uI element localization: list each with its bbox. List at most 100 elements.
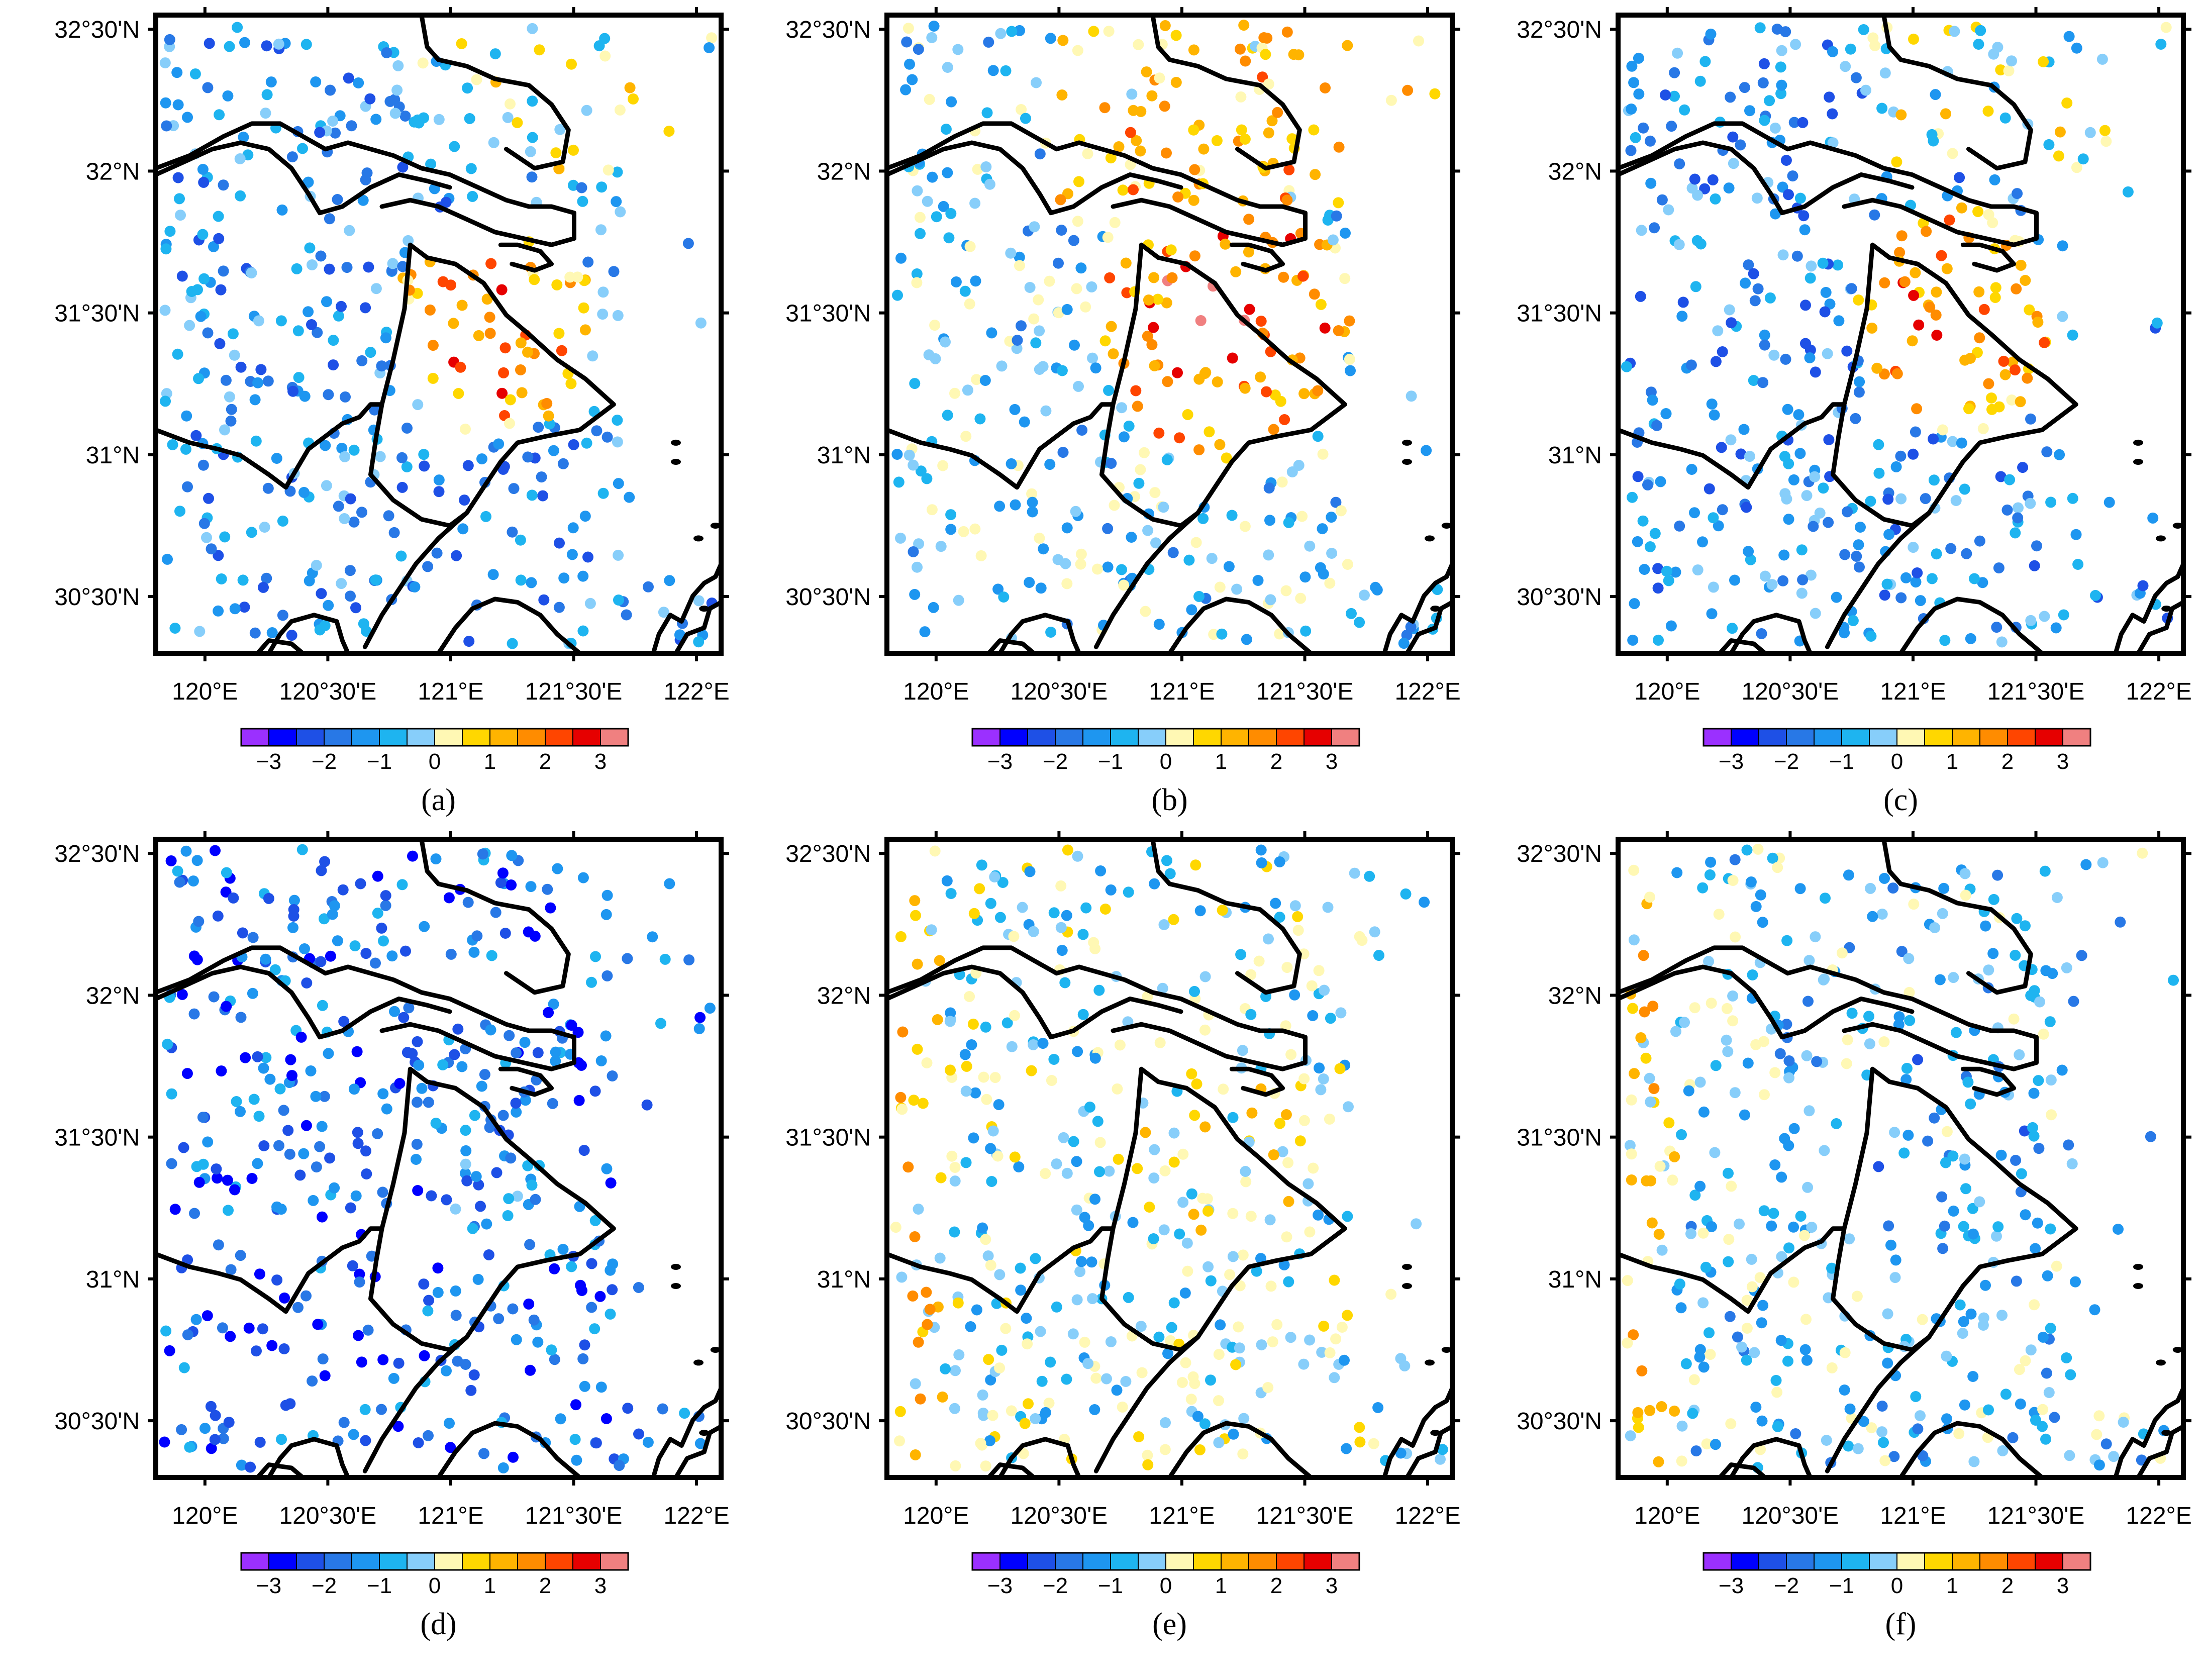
station-dot: [1413, 35, 1424, 47]
station-dot: [1958, 1221, 1969, 1232]
station-dot: [1071, 1294, 1083, 1306]
station-dot: [1931, 286, 1942, 298]
station-dot: [348, 1429, 359, 1440]
station-dot: [398, 1012, 410, 1023]
station-dot: [1882, 1357, 1893, 1369]
station-dot: [565, 378, 577, 389]
station-dot: [1213, 1395, 1224, 1407]
station-dot: [1818, 482, 1829, 494]
station-dot: [1710, 1439, 1721, 1450]
colorbar-segment: [1731, 1552, 1759, 1570]
station-dot: [1721, 1003, 1733, 1014]
station-dot: [1191, 1078, 1203, 1090]
station-dot: [412, 1036, 423, 1047]
station-dot: [945, 888, 957, 899]
station-dot: [2099, 125, 2111, 136]
station-dot: [180, 443, 191, 455]
station-dot: [2032, 1217, 2043, 1229]
station-dot: [1009, 1010, 1020, 1021]
station-dot: [1937, 908, 1948, 919]
station-dot: [554, 537, 565, 549]
station-dot: [1950, 1027, 1962, 1038]
station-dot: [1014, 251, 1025, 263]
station-dot: [1791, 250, 1803, 262]
station-dot: [1307, 1010, 1319, 1021]
station-dot: [1730, 931, 1741, 943]
station-dot: [1057, 447, 1069, 458]
station-dot: [1757, 1300, 1769, 1311]
lat-tick-label: 32°N: [817, 982, 871, 1009]
station-dot: [1075, 558, 1086, 570]
station-dot: [254, 1268, 265, 1280]
station-dot: [1627, 1003, 1639, 1014]
station-dot: [300, 1290, 312, 1302]
lon-tick-label: 120°E: [1634, 1503, 1700, 1529]
station-dot: [378, 935, 389, 947]
station-dot: [312, 1319, 324, 1330]
station-dot: [1211, 135, 1223, 146]
station-dot: [1824, 91, 1835, 103]
station-dot: [308, 1195, 319, 1206]
station-dot: [1926, 573, 1938, 584]
station-dot: [1697, 882, 1709, 894]
station-dot: [907, 1290, 919, 1302]
boundary-line: [673, 600, 724, 656]
station-dot: [299, 943, 310, 954]
station-dot: [417, 57, 429, 69]
station-dot: [558, 572, 570, 584]
station-dot: [1117, 184, 1129, 196]
station-dot: [599, 50, 611, 62]
station-dot: [178, 1142, 189, 1153]
station-dot: [934, 955, 945, 966]
station-dot: [1908, 289, 1920, 301]
station-dot: [1073, 176, 1084, 187]
station-dot: [1298, 1358, 1310, 1370]
station-dots: [1621, 22, 2173, 648]
colorbar-segment: [489, 728, 518, 746]
station-dot: [961, 1060, 972, 1072]
station-dot: [1754, 22, 1766, 34]
station-dot: [2067, 492, 2078, 504]
station-dot: [971, 1304, 982, 1316]
boundary-line: [362, 1335, 469, 1473]
station-dot: [977, 1222, 988, 1234]
station-dot: [1349, 867, 1360, 879]
station-dot: [1962, 1076, 1974, 1088]
station-dot: [1105, 1336, 1117, 1347]
station-dot: [319, 913, 330, 925]
boundary-line: [2113, 561, 2186, 656]
station-dot: [1636, 1365, 1648, 1376]
station-dot: [1205, 1374, 1216, 1386]
station-dot: [1235, 91, 1247, 103]
station-dot: [380, 332, 391, 344]
station-dot: [612, 415, 623, 426]
station-dot: [912, 1043, 923, 1055]
station-dot: [234, 153, 246, 164]
station-dot: [1626, 1148, 1637, 1160]
station-dot: [377, 1354, 389, 1365]
station-dot: [1694, 75, 1706, 87]
station-dot: [931, 211, 942, 223]
station-dot: [386, 950, 398, 962]
station-dot: [317, 1000, 328, 1011]
station-dot: [1713, 909, 1725, 920]
lon-tick-label: 121°30'E: [525, 1503, 623, 1529]
station-dot: [1224, 1269, 1236, 1280]
station-dot: [1705, 1349, 1716, 1360]
station-dot: [897, 1026, 909, 1038]
station-dot: [1876, 1426, 1888, 1438]
station-dot: [1987, 217, 1998, 229]
station-dot: [1649, 222, 1660, 234]
colorbar-tick-label: 0: [429, 1573, 441, 1598]
island-mark: [699, 606, 710, 612]
station-dot: [1741, 502, 1752, 513]
station-dot: [225, 1264, 237, 1275]
station-dot: [1260, 49, 1271, 60]
station-dot: [683, 954, 695, 966]
station-dot: [658, 607, 669, 618]
station-dot: [2022, 372, 2033, 384]
island-mark: [2172, 1347, 2183, 1353]
station-dot: [1663, 1117, 1675, 1129]
station-dot: [1879, 277, 1890, 288]
station-dot: [655, 1018, 666, 1029]
